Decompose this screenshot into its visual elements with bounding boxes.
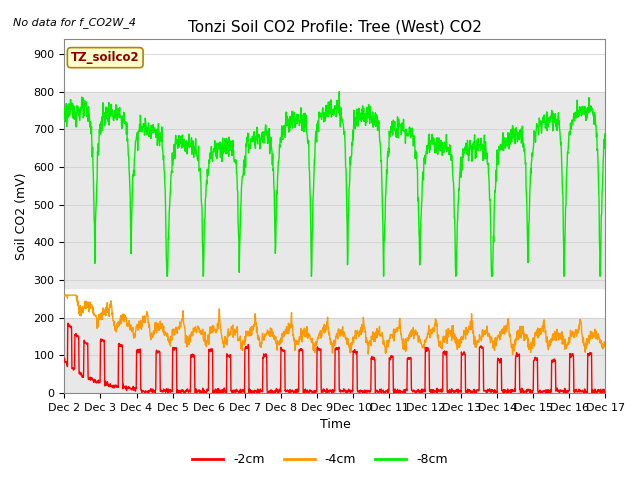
Bar xyxy=(65,92,605,288)
Bar xyxy=(65,318,605,393)
Y-axis label: Soil CO2 (mV): Soil CO2 (mV) xyxy=(15,172,28,260)
Text: No data for f_CO2W_4: No data for f_CO2W_4 xyxy=(13,17,136,28)
Title: Tonzi Soil CO2 Profile: Tree (West) CO2: Tonzi Soil CO2 Profile: Tree (West) CO2 xyxy=(188,20,482,35)
Legend: -2cm, -4cm, -8cm: -2cm, -4cm, -8cm xyxy=(187,448,453,471)
X-axis label: Time: Time xyxy=(319,419,350,432)
Text: TZ_soilco2: TZ_soilco2 xyxy=(71,51,140,64)
